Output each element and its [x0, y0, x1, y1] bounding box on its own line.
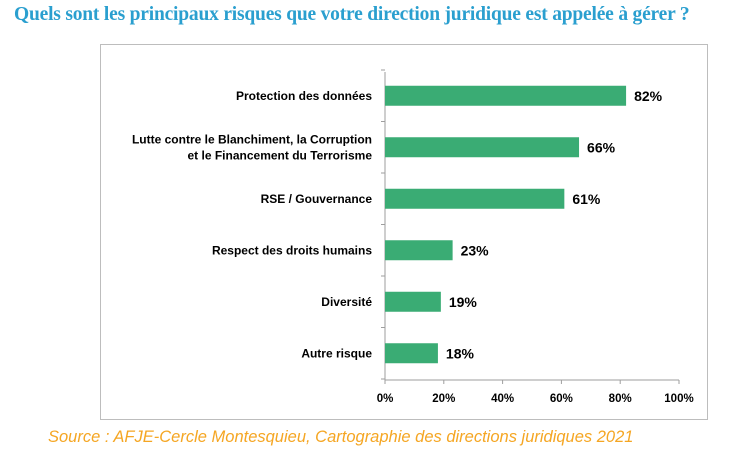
- x-tick-label: 80%: [609, 393, 632, 405]
- bar: [385, 343, 438, 364]
- category-label: Autre risque: [301, 346, 372, 360]
- bar-value-label: 23%: [461, 242, 490, 258]
- category-label: et le Financement du Terrorisme: [188, 148, 373, 162]
- bar-value-label: 66%: [587, 139, 616, 155]
- bar: [385, 85, 627, 106]
- bar-value-label: 19%: [449, 294, 478, 310]
- category-label: Respect des droits humains: [212, 243, 372, 257]
- bar-value-label: 82%: [634, 88, 663, 104]
- chart-title: Quels sont les principaux risques que vo…: [14, 4, 690, 25]
- category-label: Protection des données: [236, 89, 372, 103]
- bar: [385, 240, 453, 261]
- x-tick-label: 20%: [432, 393, 455, 405]
- x-tick-label: 40%: [491, 393, 514, 405]
- category-label: RSE / Gouvernance: [261, 192, 373, 206]
- source-note: Source : AFJE-Cercle Montesquieu, Cartog…: [48, 428, 634, 446]
- bar-value-label: 18%: [446, 345, 475, 361]
- bar: [385, 291, 441, 312]
- bar: [385, 137, 580, 158]
- category-label: Lutte contre le Blanchiment, la Corrupti…: [132, 132, 372, 146]
- x-tick-label: 0%: [377, 393, 394, 405]
- x-tick-label: 60%: [550, 393, 573, 405]
- category-label: Diversité: [321, 295, 372, 309]
- bar-value-label: 61%: [572, 191, 601, 207]
- bar: [385, 188, 565, 209]
- x-tick-label: 100%: [664, 393, 693, 405]
